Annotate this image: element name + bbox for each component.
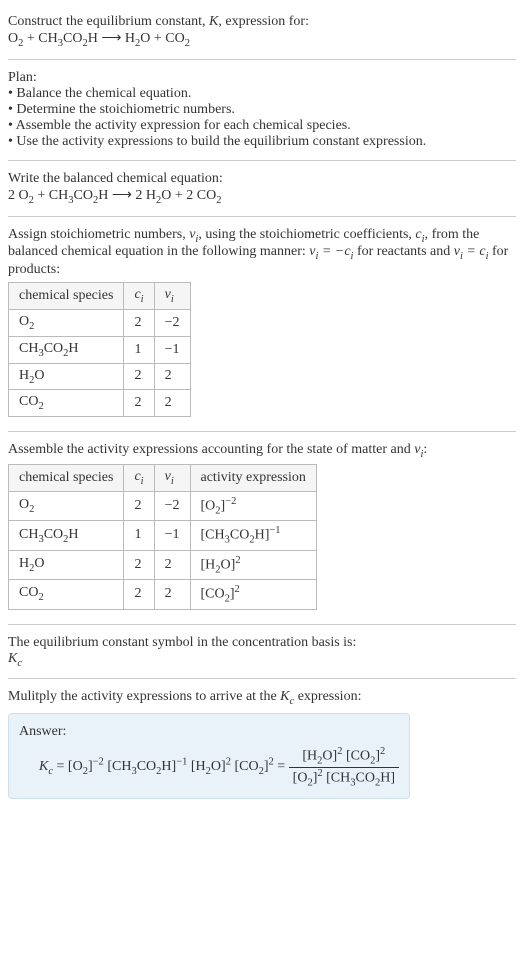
activity-o2: [O2]−2: [190, 491, 316, 520]
col-ci: ci: [124, 283, 154, 310]
stoich-table: chemical species ci νi O2 2 −2 CH3CO2H 1…: [8, 282, 191, 417]
table-row: H2O 2 2 [H2O]2: [9, 550, 317, 579]
intro-line: Construct the equilibrium constant, K, e…: [8, 14, 516, 30]
answer-box: Answer: Kc = [O2]−2 [CH3CO2H]−1 [H2O]2 […: [8, 713, 410, 799]
nu-eq-neg-c: νi = −ci: [309, 244, 353, 259]
col-activity: activity expression: [190, 464, 316, 491]
assemble-section: Assemble the activity expressions accoun…: [8, 436, 516, 619]
species-o2: O2: [9, 309, 124, 336]
kc-lhs: Kc: [39, 759, 53, 774]
h2o: H2O: [146, 188, 172, 203]
plan-bullet-1: • Balance the chemical equation.: [8, 86, 516, 102]
final-fraction: [H2O]2 [CO2]2 [O2]2 [CH3CO2H]: [289, 746, 399, 788]
activity-co2: [CO2]2: [190, 580, 316, 609]
assign-text: Assign stoichiometric numbers, νi, using…: [8, 227, 516, 279]
table-row: CH3CO2H 1 −1: [9, 336, 191, 363]
balanced-title: Write the balanced chemical equation:: [8, 171, 516, 187]
plan-bullet-4: • Use the activity expressions to build …: [8, 134, 516, 150]
col-species: chemical species: [9, 283, 124, 310]
table-row: O2 2 −2: [9, 309, 191, 336]
nu-eq-c: νi = ci: [454, 244, 489, 259]
fraction-denominator: [O2]2 [CH3CO2H]: [289, 768, 399, 788]
col-nui: νi: [154, 464, 190, 491]
co2: CO2: [197, 188, 222, 203]
plan-bullet-2: • Determine the stoichiometric numbers.: [8, 102, 516, 118]
activity-table: chemical species ci νi activity expressi…: [8, 464, 317, 610]
col-nui: νi: [154, 283, 190, 310]
balanced-equation: 2 O2 + CH3CO2H ⟶ 2 H2O + 2 CO2: [8, 187, 516, 206]
plan-title: Plan:: [8, 70, 516, 86]
fraction-numerator: [H2O]2 [CO2]2: [289, 746, 399, 767]
table-row: CO2 2 2 [CO2]2: [9, 580, 317, 609]
table-header-row: chemical species ci νi: [9, 283, 191, 310]
activity-ch3co2h: [CH3CO2H]−1: [190, 521, 316, 550]
answer-equation: Kc = [O2]−2 [CH3CO2H]−1 [H2O]2 [CO2]2 = …: [39, 746, 399, 788]
multiply-section: Mulitply the activity expressions to arr…: [8, 683, 516, 805]
symbol-section: The equilibrium constant symbol in the c…: [8, 629, 516, 675]
balanced-section: Write the balanced chemical equation: 2 …: [8, 165, 516, 212]
species-co2: CO2: [9, 390, 124, 417]
species-h2o: H2O: [9, 550, 124, 579]
plan-section: Plan: • Balance the chemical equation. •…: [8, 64, 516, 156]
symbol-text: The equilibrium constant symbol in the c…: [8, 635, 516, 651]
species-ch3co2h: CH3CO2H: [9, 336, 124, 363]
o2: O2: [8, 31, 23, 46]
species-h2o: H2O: [9, 363, 124, 390]
col-species: chemical species: [9, 464, 124, 491]
ch3co2h: CH3CO2H: [38, 31, 98, 46]
species-o2: O2: [9, 491, 124, 520]
species-co2: CO2: [9, 580, 124, 609]
table-row: O2 2 −2 [O2]−2: [9, 491, 317, 520]
unbalanced-equation: O2 + CH3CO2H ⟶ H2O + CO2: [8, 30, 516, 49]
kc-symbol: Kc: [8, 651, 516, 669]
answer-label: Answer:: [19, 724, 399, 740]
assemble-text: Assemble the activity expressions accoun…: [8, 442, 516, 460]
c-i: ci: [415, 227, 424, 242]
kc-inline: Kc: [280, 689, 294, 704]
table-row: CH3CO2H 1 −1 [CH3CO2H]−1: [9, 521, 317, 550]
col-ci: ci: [124, 464, 154, 491]
table-row: H2O 2 2: [9, 363, 191, 390]
o2: O2: [19, 188, 34, 203]
h2o: H2O: [125, 31, 151, 46]
intro-text-a: Construct the equilibrium constant,: [8, 14, 209, 29]
table-header-row: chemical species ci νi activity expressi…: [9, 464, 317, 491]
species-ch3co2h: CH3CO2H: [9, 521, 124, 550]
activity-h2o: [H2O]2: [190, 550, 316, 579]
co2: CO2: [165, 31, 190, 46]
table-row: CO2 2 2: [9, 390, 191, 417]
intro-section: Construct the equilibrium constant, K, e…: [8, 8, 516, 55]
assign-section: Assign stoichiometric numbers, νi, using…: [8, 221, 516, 428]
nu-i: νi: [189, 227, 198, 242]
plan-bullet-3: • Assemble the activity expression for e…: [8, 118, 516, 134]
multiply-text: Mulitply the activity expressions to arr…: [8, 689, 516, 707]
intro-text-b: , expression for:: [218, 14, 309, 29]
ch3co2h: CH3CO2H: [49, 188, 109, 203]
k-symbol: K: [209, 14, 218, 29]
